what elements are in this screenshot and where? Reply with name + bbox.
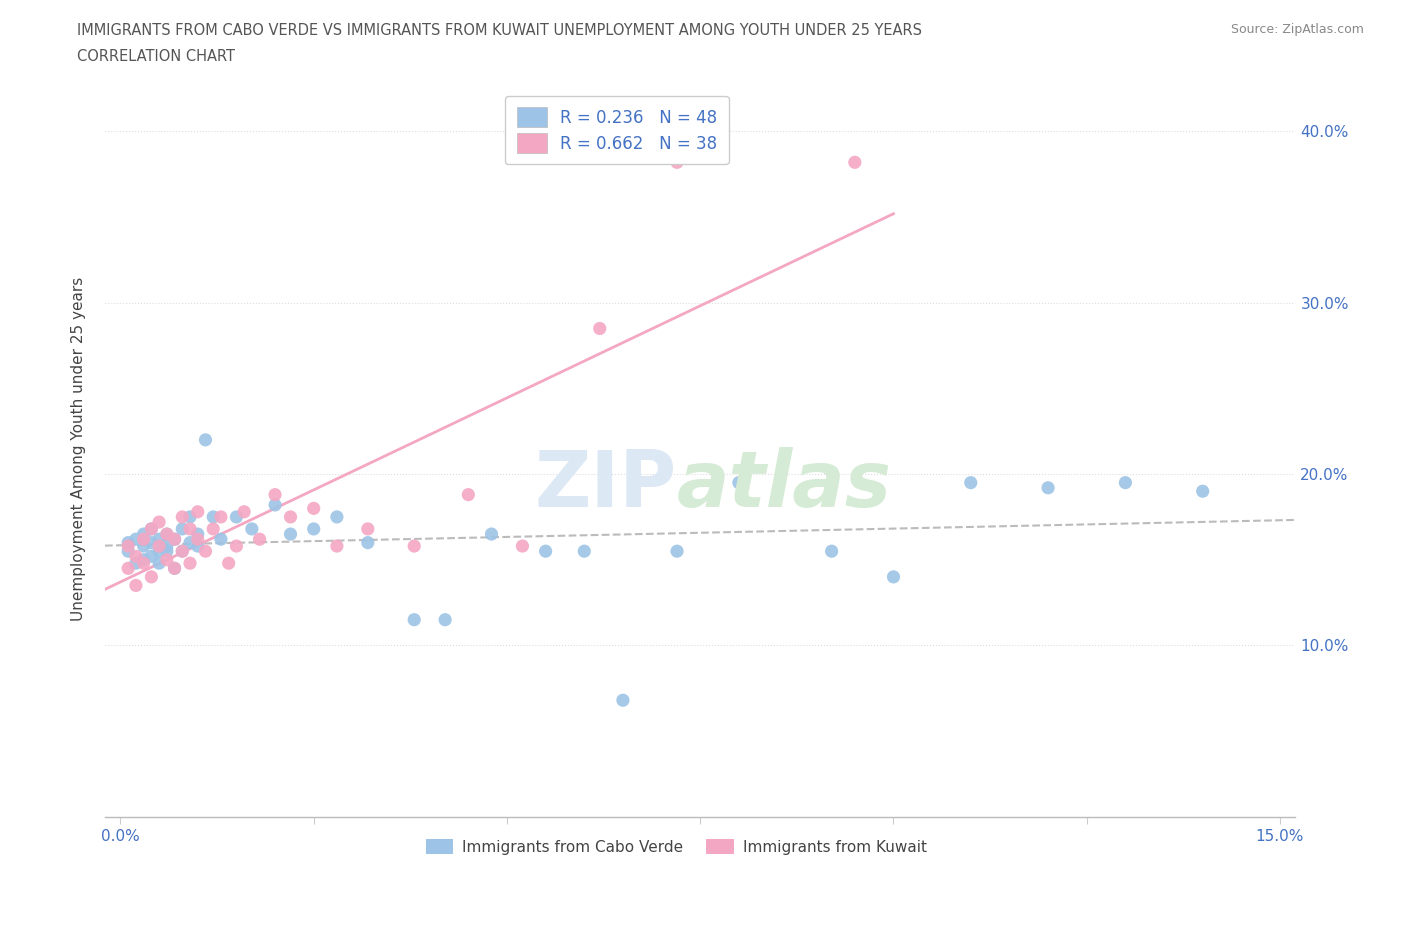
Point xyxy=(264,487,287,502)
Point xyxy=(148,538,170,553)
Text: Source: ZipAtlas.com: Source: ZipAtlas.com xyxy=(1230,23,1364,36)
Point xyxy=(125,549,148,564)
Point xyxy=(959,475,981,490)
Point xyxy=(612,693,634,708)
Point xyxy=(117,561,139,576)
Point xyxy=(141,522,163,537)
Point xyxy=(218,556,240,571)
Point xyxy=(187,532,209,547)
Point xyxy=(249,532,271,547)
Point xyxy=(156,526,179,541)
Point xyxy=(187,504,209,519)
Point xyxy=(666,155,689,170)
Point xyxy=(148,532,170,547)
Point xyxy=(148,544,170,559)
Point xyxy=(172,522,194,537)
Point xyxy=(156,544,179,559)
Point xyxy=(156,552,179,567)
Point xyxy=(209,532,232,547)
Point xyxy=(280,526,302,541)
Point xyxy=(141,535,163,550)
Point xyxy=(666,544,689,559)
Text: IMMIGRANTS FROM CABO VERDE VS IMMIGRANTS FROM KUWAIT UNEMPLOYMENT AMONG YOUTH UN: IMMIGRANTS FROM CABO VERDE VS IMMIGRANTS… xyxy=(77,23,922,38)
Point xyxy=(202,522,225,537)
Point xyxy=(163,561,186,576)
Point xyxy=(163,532,186,547)
Point xyxy=(172,544,194,559)
Point xyxy=(264,498,287,512)
Point xyxy=(194,544,217,559)
Point xyxy=(187,538,209,553)
Point xyxy=(357,522,380,537)
Point xyxy=(534,544,557,559)
Point xyxy=(132,532,155,547)
Point xyxy=(132,526,155,541)
Point xyxy=(125,556,148,571)
Point xyxy=(326,538,349,553)
Point xyxy=(172,510,194,525)
Point xyxy=(187,526,209,541)
Text: CORRELATION CHART: CORRELATION CHART xyxy=(77,49,235,64)
Point xyxy=(434,612,457,627)
Point xyxy=(302,522,325,537)
Point xyxy=(148,514,170,529)
Point xyxy=(481,526,503,541)
Point xyxy=(172,544,194,559)
Point xyxy=(574,544,596,559)
Point xyxy=(882,569,904,584)
Point xyxy=(1114,475,1136,490)
Point xyxy=(357,535,380,550)
Legend: Immigrants from Cabo Verde, Immigrants from Kuwait: Immigrants from Cabo Verde, Immigrants f… xyxy=(419,833,934,860)
Point xyxy=(141,522,163,537)
Point xyxy=(132,552,155,567)
Point xyxy=(141,569,163,584)
Point xyxy=(326,510,349,525)
Point xyxy=(240,522,263,537)
Point xyxy=(179,522,201,537)
Point xyxy=(844,155,866,170)
Point xyxy=(125,532,148,547)
Point xyxy=(457,487,479,502)
Point xyxy=(404,538,426,553)
Point xyxy=(820,544,842,559)
Point xyxy=(156,538,179,553)
Point xyxy=(404,612,426,627)
Point xyxy=(179,510,201,525)
Point xyxy=(117,535,139,550)
Point xyxy=(163,532,186,547)
Point xyxy=(163,561,186,576)
Point xyxy=(132,556,155,571)
Point xyxy=(141,549,163,564)
Point xyxy=(589,321,612,336)
Point xyxy=(117,538,139,553)
Text: atlas: atlas xyxy=(676,447,891,524)
Point xyxy=(225,538,247,553)
Point xyxy=(728,475,751,490)
Point xyxy=(132,538,155,553)
Point xyxy=(179,535,201,550)
Point xyxy=(1036,481,1059,496)
Point xyxy=(117,544,139,559)
Point xyxy=(302,501,325,516)
Point xyxy=(148,556,170,571)
Text: ZIP: ZIP xyxy=(534,447,676,524)
Point xyxy=(209,510,232,525)
Point xyxy=(156,526,179,541)
Point xyxy=(233,504,256,519)
Y-axis label: Unemployment Among Youth under 25 years: Unemployment Among Youth under 25 years xyxy=(72,276,86,620)
Point xyxy=(125,578,148,593)
Point xyxy=(202,510,225,525)
Point xyxy=(225,510,247,525)
Point xyxy=(512,538,534,553)
Point xyxy=(280,510,302,525)
Point xyxy=(1191,484,1213,498)
Point xyxy=(194,432,217,447)
Point xyxy=(179,556,201,571)
